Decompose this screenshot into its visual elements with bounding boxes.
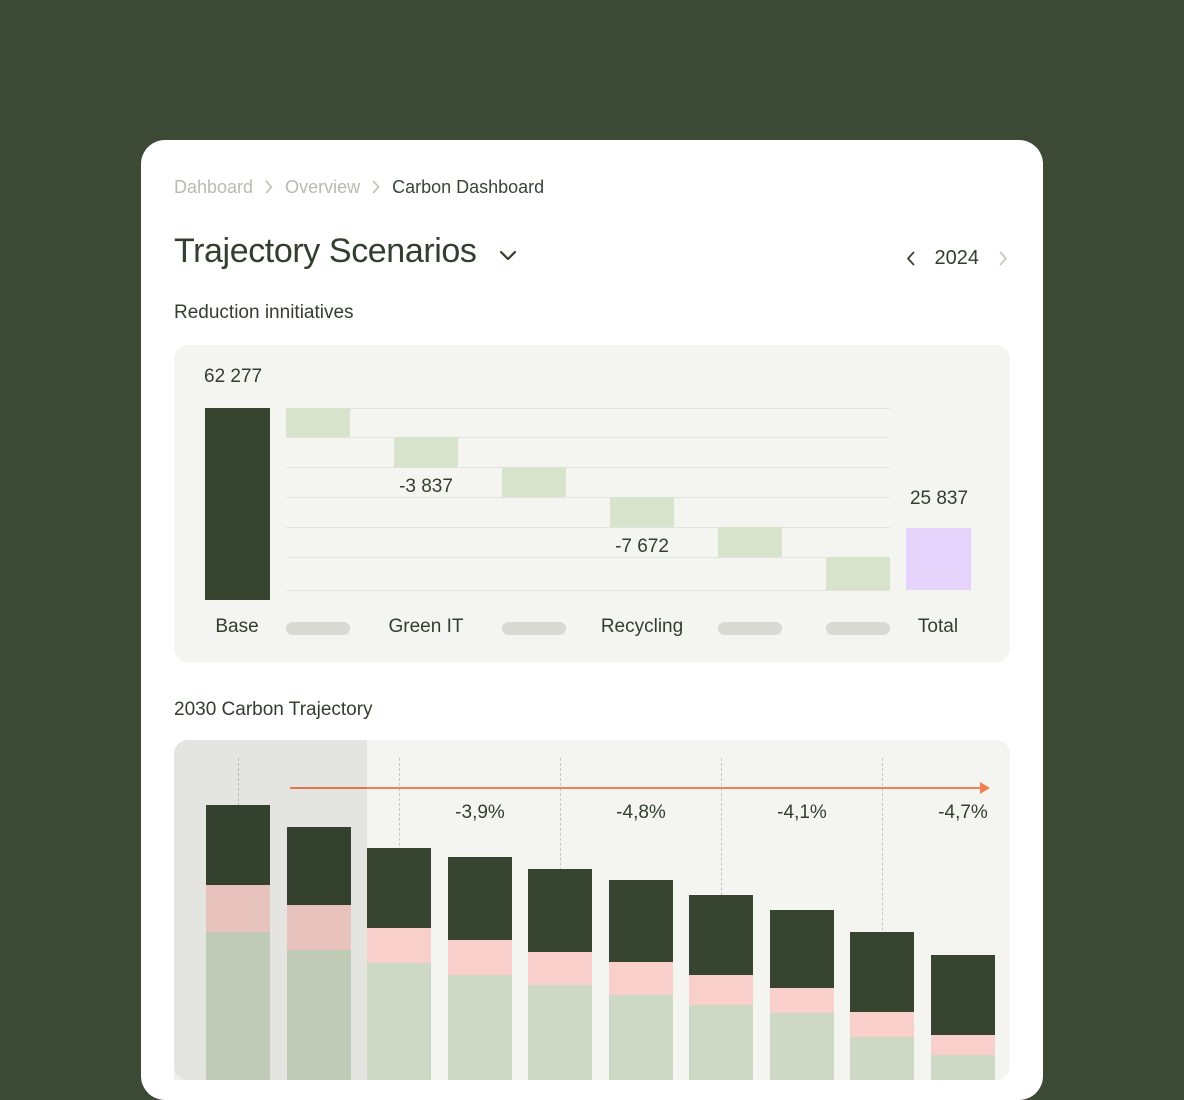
- bar-segment-pink: [850, 1012, 914, 1037]
- bar-segment-dark: [367, 848, 431, 928]
- trajectory-bar[interactable]: [528, 869, 592, 1080]
- waterfall-step-bar[interactable]: [286, 408, 350, 437]
- bar-segment-dark: [609, 880, 673, 962]
- bar-segment-green: [287, 950, 351, 1080]
- base-bar[interactable]: [205, 408, 270, 600]
- waterfall-gridline: [286, 497, 890, 498]
- waterfall-gridline: [286, 557, 890, 558]
- bar-segment-dark: [689, 895, 753, 975]
- bar-segment-dark: [287, 827, 351, 905]
- bar-segment-green: [689, 1005, 753, 1080]
- bar-segment-pink: [287, 905, 351, 950]
- breadcrumb-item-dashboard[interactable]: Dahboard: [174, 176, 254, 197]
- bar-segment-pink: [206, 885, 270, 932]
- bar-segment-dark: [850, 932, 914, 1012]
- bar-segment-dark: [528, 869, 592, 952]
- bar-segment-green: [448, 975, 512, 1080]
- trajectory-bar[interactable]: [448, 857, 512, 1080]
- scenario-selector[interactable]: Trajectory Scenarios: [174, 232, 517, 271]
- bar-segment-pink: [448, 940, 512, 975]
- timeline-arrow-head: [980, 782, 990, 794]
- axis-label-pill: [286, 622, 350, 635]
- year-navigation: 2024: [904, 247, 1011, 270]
- waterfall-gridline: [286, 437, 890, 438]
- bar-segment-green: [931, 1055, 995, 1080]
- axis-label: Base: [215, 616, 259, 637]
- trajectory-bar[interactable]: [850, 932, 914, 1080]
- bar-segment-green: [206, 932, 270, 1080]
- axis-label: Green IT: [388, 616, 464, 637]
- trajectory-bar[interactable]: [206, 805, 270, 1080]
- waterfall-chart: 62 277 -3 837 -7 672 25 837 Base Green IT Recy…: [174, 345, 1010, 662]
- title-row: Trajectory Scenarios 2024: [174, 228, 1010, 274]
- timeline-arrow: [290, 787, 982, 789]
- waterfall-step-bar[interactable]: [718, 527, 782, 557]
- bar-segment-dark: [448, 857, 512, 940]
- trajectory-bar[interactable]: [770, 910, 834, 1080]
- waterfall-gridline: [286, 467, 890, 468]
- total-bar[interactable]: [906, 528, 971, 590]
- page-title: Trajectory Scenarios: [174, 231, 477, 270]
- bar-segment-green: [367, 963, 431, 1080]
- bar-segment-pink: [931, 1035, 995, 1055]
- waterfall-gridline: [286, 590, 890, 591]
- bar-segment-pink: [770, 988, 834, 1013]
- bar-segment-pink: [689, 975, 753, 1005]
- breadcrumb-item-overview[interactable]: Overview: [285, 176, 361, 197]
- trajectory-chart: -3,9% -4,8% -4,1% -4,7%: [174, 740, 1010, 1080]
- breadcrumb-item-current: Carbon Dashboard: [392, 176, 545, 197]
- trajectory-bar[interactable]: [367, 848, 431, 1080]
- step-value-label: -7 672: [615, 536, 669, 557]
- bar-segment-green: [850, 1037, 914, 1080]
- previous-year-button[interactable]: [904, 249, 917, 268]
- bar-segment-dark: [770, 910, 834, 988]
- bar-segment-green: [770, 1013, 834, 1080]
- bar-segment-pink: [528, 952, 592, 985]
- axis-label-pill: [718, 622, 782, 635]
- waterfall-gridline: [286, 527, 890, 528]
- reduction-section-title: Reduction innitiatives: [174, 302, 354, 323]
- reduction-annotation: -4,7%: [938, 802, 988, 823]
- base-value-label: 62 277: [204, 366, 263, 387]
- next-year-button[interactable]: [997, 249, 1010, 268]
- dashboard-card: Dahboard Overview Carbon Dashboard Traje…: [141, 140, 1043, 1100]
- chevron-right-icon: [265, 180, 273, 194]
- trajectory-bar[interactable]: [689, 895, 753, 1080]
- chevron-right-icon: [372, 180, 380, 194]
- waterfall-step-bar[interactable]: [610, 497, 674, 527]
- axis-label: Total: [917, 616, 959, 637]
- breadcrumb: Dahboard Overview Carbon Dashboard: [174, 176, 1010, 198]
- trajectory-bar[interactable]: [931, 955, 995, 1080]
- waterfall-step-bar[interactable]: [826, 557, 890, 590]
- bar-segment-dark: [931, 955, 995, 1035]
- bar-segment-pink: [367, 928, 431, 963]
- trajectory-section-title: 2030 Carbon Trajectory: [174, 699, 373, 720]
- axis-label-pill: [826, 622, 890, 635]
- trajectory-bar[interactable]: [609, 880, 673, 1080]
- waterfall-step-bar[interactable]: [502, 467, 566, 497]
- axis-label: Recycling: [600, 616, 684, 637]
- reduction-annotation: -4,1%: [777, 802, 827, 823]
- page-background: { "theme": { "page_bg": "#3d4a36", "card…: [141, 140, 1043, 1100]
- chevron-down-icon: [499, 250, 517, 261]
- step-value-label: -3 837: [399, 476, 453, 497]
- bar-segment-dark: [206, 805, 270, 885]
- timeline-marker: [882, 758, 883, 1080]
- waterfall-gridline: [286, 408, 890, 409]
- axis-label-pill: [502, 622, 566, 635]
- year-label: 2024: [934, 246, 980, 269]
- total-value-label: 25 837: [909, 488, 969, 509]
- bar-segment-pink: [609, 962, 673, 995]
- bar-segment-green: [528, 985, 592, 1080]
- reduction-annotation: -4,8%: [616, 802, 666, 823]
- trajectory-bar[interactable]: [287, 827, 351, 1080]
- waterfall-step-bar[interactable]: [394, 437, 458, 467]
- bar-segment-green: [609, 995, 673, 1080]
- reduction-annotation: -3,9%: [455, 802, 505, 823]
